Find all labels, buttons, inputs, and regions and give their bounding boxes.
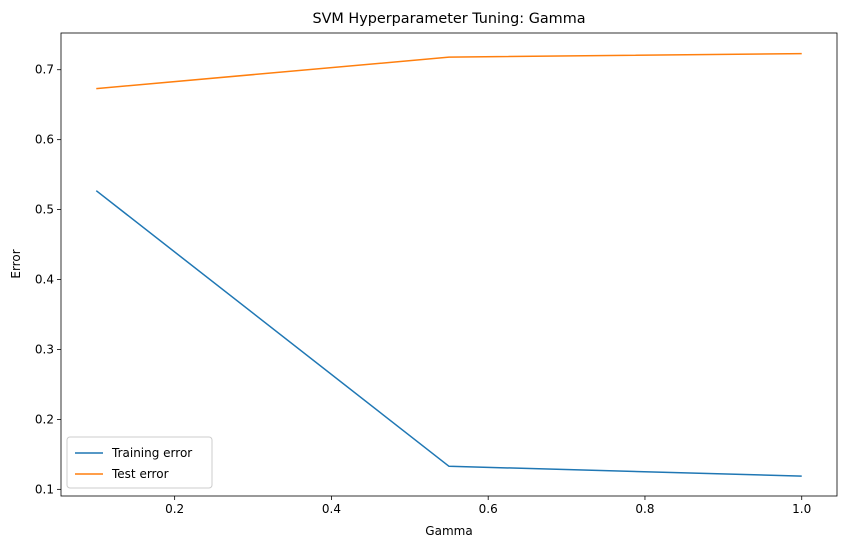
- legend-label-test: Test error: [111, 467, 169, 481]
- y-tick-label: 0.4: [35, 273, 54, 287]
- y-tick-label: 0.3: [35, 342, 54, 356]
- y-tick-label: 0.1: [35, 482, 54, 496]
- plot-frame: [60, 32, 838, 497]
- x-axis-label: Gamma: [425, 524, 472, 538]
- y-tick-label: 0.5: [35, 203, 54, 217]
- series-line-test-error: [96, 52, 802, 90]
- y-tick-label: 0.2: [35, 412, 54, 426]
- legend-box: [66, 436, 213, 489]
- y-axis-ticks: 0.1 0.2 0.3 0.4 0.5 0.6 0.7: [35, 63, 61, 496]
- y-axis-label: Error: [9, 249, 23, 278]
- series-lines: [95, 52, 802, 477]
- legend: Training error Test error: [66, 436, 213, 489]
- x-tick-label: 1.0: [792, 502, 811, 516]
- x-tick-label: 0.4: [322, 502, 341, 516]
- chart-title: SVM Hyperparameter Tuning: Gamma: [312, 11, 585, 27]
- y-tick-label: 0.6: [35, 133, 54, 147]
- x-tick-label: 0.6: [479, 502, 498, 516]
- legend-label-training: Training error: [111, 446, 192, 460]
- x-tick-label: 0.8: [635, 502, 654, 516]
- x-tick-label: 0.2: [165, 502, 184, 516]
- x-axis-ticks: 0.2 0.4 0.6 0.8 1.0: [165, 496, 811, 516]
- y-tick-label: 0.7: [35, 63, 54, 77]
- series-line-training-error: [95, 190, 802, 477]
- plot-area: [61, 33, 837, 496]
